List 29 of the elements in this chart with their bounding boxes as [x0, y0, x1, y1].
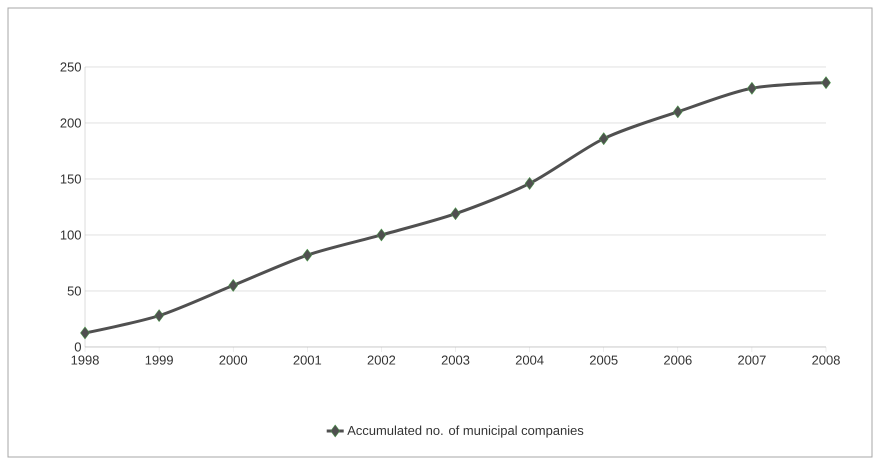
y-tick-label: 250 [60, 62, 81, 72]
x-tick-label: 2006 [664, 356, 692, 365]
x-tick-label: 2000 [219, 356, 248, 365]
legend-label: Accumulated no. of municipal companies [347, 426, 584, 438]
point [598, 132, 609, 145]
x-tick-label: 2008 [812, 356, 840, 365]
x-tick-label: 2002 [368, 356, 396, 365]
y-tick-label: 100 [60, 230, 81, 240]
y-tick-label: 150 [60, 174, 81, 184]
x-tick-label: 2005 [590, 356, 618, 365]
point [821, 76, 831, 89]
x-tick-label: 2007 [738, 356, 766, 365]
point [524, 177, 534, 190]
x-tick-label: 2003 [442, 356, 470, 365]
point [376, 228, 386, 242]
point [154, 309, 164, 322]
point [747, 82, 757, 95]
x-tick-label: 2004 [516, 356, 544, 365]
point [673, 105, 683, 118]
y-tick-label: 0 [74, 342, 81, 352]
y-tick-label: 50 [68, 286, 81, 296]
x-tick-label: 1999 [146, 356, 173, 365]
y-tick-label: 200 [60, 118, 81, 128]
point [302, 248, 312, 262]
point [450, 207, 460, 220]
point [80, 326, 90, 340]
point [228, 279, 238, 292]
x-tick-label: 2001 [294, 356, 322, 365]
x-tick-label: 1998 [72, 356, 99, 365]
